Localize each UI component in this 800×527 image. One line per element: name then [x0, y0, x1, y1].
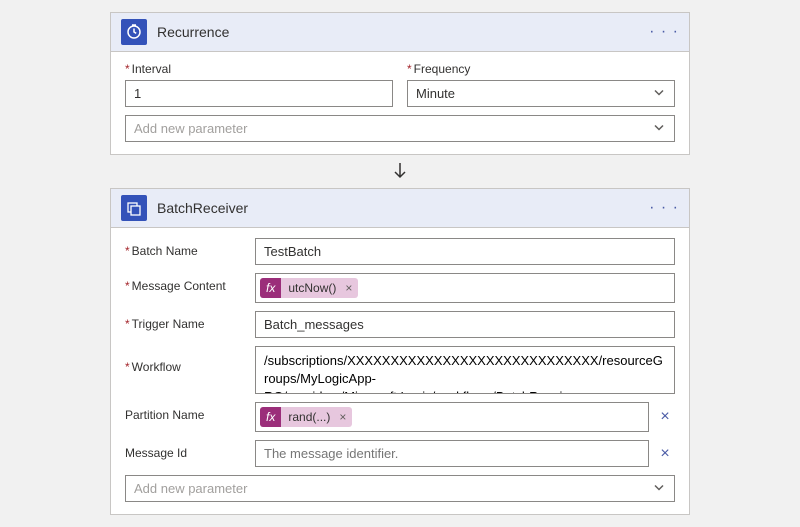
expression-pill-rand[interactable]: fx rand(...) ×: [260, 407, 352, 427]
recurrence-header[interactable]: Recurrence · · ·: [111, 13, 689, 52]
partition-name-label: Partition Name: [125, 402, 255, 422]
clock-icon: [121, 19, 147, 45]
expression-pill-utcnow[interactable]: fx utcNow() ×: [260, 278, 358, 298]
frequency-value: Minute: [416, 86, 455, 101]
message-content-label: *Message Content: [125, 273, 255, 293]
batchreceiver-menu-button[interactable]: · · ·: [649, 199, 679, 217]
recurrence-add-parameter[interactable]: Add new parameter: [125, 115, 675, 142]
fx-icon: fx: [260, 278, 281, 298]
fx-icon: fx: [260, 407, 281, 427]
message-id-remove-button[interactable]: ×: [655, 445, 675, 463]
batchreceiver-card: BatchReceiver · · · *Batch Name *Message…: [110, 188, 690, 515]
frequency-select[interactable]: Minute: [407, 80, 675, 107]
flow-arrow-icon: [110, 155, 690, 188]
pill-remove-icon[interactable]: ×: [343, 281, 358, 295]
message-content-input[interactable]: fx utcNow() ×: [255, 273, 675, 303]
recurrence-menu-button[interactable]: · · ·: [649, 23, 679, 41]
batchreceiver-body: *Batch Name *Message Content fx utcNow()…: [111, 228, 689, 467]
workflow-input[interactable]: /subscriptions/XXXXXXXXXXXXXXXXXXXXXXXXX…: [255, 346, 675, 394]
recurrence-title: Recurrence: [157, 24, 649, 40]
message-id-input[interactable]: [255, 440, 649, 467]
trigger-name-label: *Trigger Name: [125, 311, 255, 331]
frequency-label: *Frequency: [407, 62, 675, 76]
batch-name-label: *Batch Name: [125, 238, 255, 258]
message-id-label: Message Id: [125, 440, 255, 460]
batch-add-parameter[interactable]: Add new parameter: [125, 475, 675, 502]
batchreceiver-header[interactable]: BatchReceiver · · ·: [111, 189, 689, 228]
partition-name-input[interactable]: fx rand(...) ×: [255, 402, 649, 432]
interval-label: *Interval: [125, 62, 393, 76]
recurrence-card: Recurrence · · · *Interval *Frequency Mi…: [110, 12, 690, 155]
batch-icon: [121, 195, 147, 221]
chevron-down-icon: [652, 85, 666, 102]
interval-input[interactable]: [125, 80, 393, 107]
chevron-down-icon: [652, 120, 666, 137]
workflow-label: *Workflow: [125, 346, 255, 374]
batch-name-input[interactable]: [255, 238, 675, 265]
pill-remove-icon[interactable]: ×: [337, 410, 352, 424]
batchreceiver-title: BatchReceiver: [157, 200, 649, 216]
recurrence-body: *Interval *Frequency Minute: [111, 52, 689, 107]
partition-remove-button[interactable]: ×: [655, 408, 675, 426]
trigger-name-input[interactable]: [255, 311, 675, 338]
chevron-down-icon: [652, 480, 666, 497]
